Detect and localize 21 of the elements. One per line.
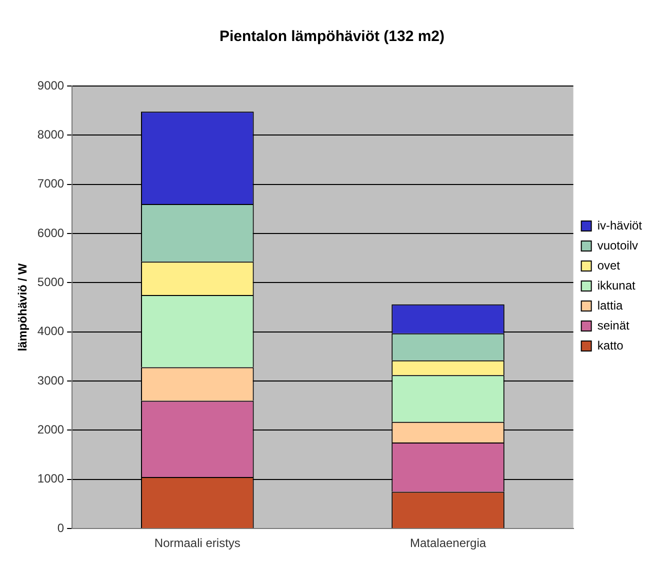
legend-label: vuotoilv	[597, 238, 638, 252]
y-tick-label: 2000	[37, 422, 64, 437]
y-tick-label: 9000	[37, 78, 64, 92]
legend-label: lattia	[597, 298, 623, 312]
x-tick-label: Matalaenergia	[410, 536, 486, 550]
x-tick-label: Normaali eristys	[154, 536, 240, 550]
y-tick-label: 3000	[37, 373, 64, 388]
y-axis-title: lämpöhäviö / W	[16, 262, 30, 352]
legend-label: iv-häviöt	[597, 218, 643, 232]
y-tick-label: 4000	[37, 324, 64, 338]
y-tick-label: 1000	[37, 472, 64, 486]
legend-label: katto	[597, 338, 624, 352]
y-tick-label: 8000	[37, 127, 64, 142]
legend-label: ovet	[597, 258, 621, 272]
legend-label: ikkunat	[597, 278, 636, 292]
y-tick-label: 0	[57, 520, 64, 535]
legend-label: seinät	[597, 318, 630, 332]
chart-title: Pientalon lämpöhäviöt (132 m2)	[219, 28, 445, 46]
y-tick-label: 6000	[37, 226, 64, 240]
y-tick-label: 5000	[37, 275, 64, 290]
y-tick-label: 7000	[37, 176, 64, 191]
